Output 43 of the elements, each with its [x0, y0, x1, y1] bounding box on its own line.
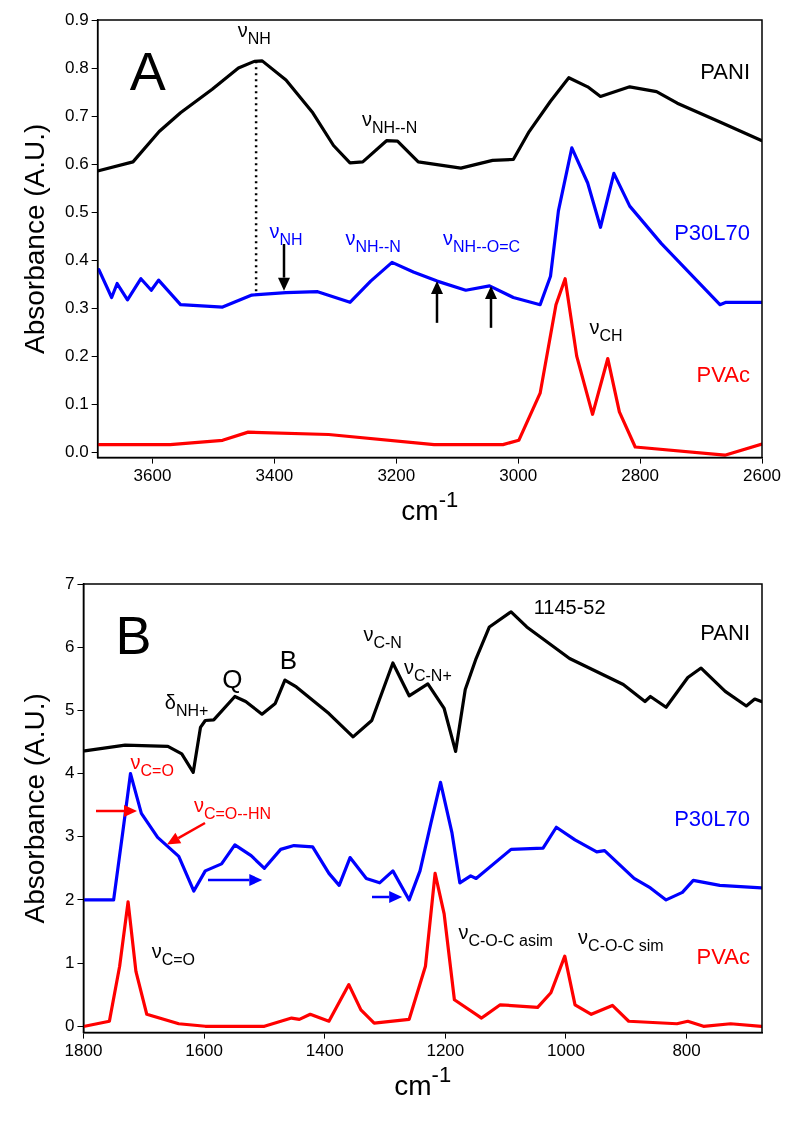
text: PVAc	[696, 944, 750, 970]
chart-title: B	[115, 605, 152, 665]
x-tick-label: 1400	[305, 1041, 344, 1061]
x-tick-label: 2600	[743, 466, 781, 486]
y-axis-title: Absorbance (A.U.)	[19, 123, 50, 354]
annotation: B	[279, 644, 298, 675]
x-tick-label: 3600	[133, 466, 172, 486]
y-tick-label: 0.5	[64, 202, 89, 222]
y-tick-label: 1	[64, 952, 75, 972]
x-tick-label: 800	[672, 1041, 701, 1061]
y-tick-label: 0.1	[64, 394, 89, 414]
y-tick-label: 0.8	[64, 57, 89, 77]
x-tick-label: 3200	[377, 466, 416, 486]
y-tick-label: 7	[64, 573, 75, 593]
y-tick-label: 0.0	[64, 442, 89, 462]
series-label: PANI	[700, 619, 750, 645]
y-tick-label: 6	[64, 636, 75, 656]
y-tick-label: 0.6	[64, 153, 89, 173]
text: PVAc	[696, 362, 750, 388]
series-label: P30L70	[674, 220, 751, 246]
y-tick-label: 0.9	[64, 9, 89, 29]
y-tick-label: 5	[64, 700, 75, 720]
x-tick-label: 1800	[64, 1041, 103, 1061]
x-tick-label: 1600	[185, 1041, 223, 1061]
x-tick-label: 2800	[621, 466, 660, 486]
x-tick-label: 1200	[426, 1041, 465, 1061]
y-tick-label: 0	[64, 1015, 75, 1035]
y-axis-title: Absorbance (A.U.)	[19, 693, 50, 924]
y-tick-label: 3	[64, 826, 75, 846]
y-tick-label: 0.7	[64, 105, 89, 125]
y-tick-label: 0.4	[64, 250, 89, 270]
x-tick-label: 3000	[499, 466, 538, 486]
chart-title: A	[129, 41, 166, 101]
annotation: 1145-52	[533, 596, 606, 619]
text: P30L70	[674, 805, 751, 831]
y-tick-label: 2	[64, 889, 75, 909]
series-label: PANI	[700, 58, 750, 84]
annotation: Q	[222, 663, 243, 694]
y-tick-label: 4	[64, 763, 75, 783]
y-tick-label: 0.2	[64, 346, 89, 366]
x-tick-label: 3400	[255, 466, 294, 486]
y-tick-label: 0.3	[64, 298, 89, 318]
x-tick-label: 1000	[547, 1041, 585, 1061]
